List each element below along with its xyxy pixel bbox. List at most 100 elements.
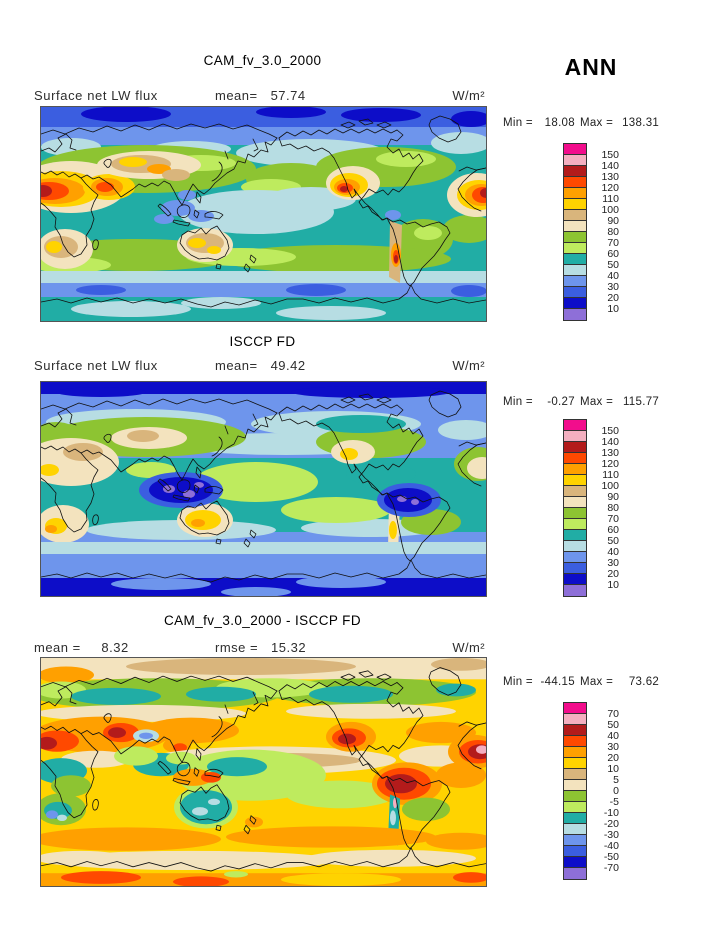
colorbar-cell (564, 835, 586, 846)
colorbar-tick-label: 140 (601, 160, 619, 172)
colorbar-cell (564, 508, 586, 519)
colorbar-cell (564, 453, 586, 464)
colorbar-cell (564, 497, 586, 508)
colorbar (563, 702, 587, 880)
rmse-value: 15.32 (271, 640, 307, 655)
season-label: ANN (564, 54, 618, 80)
colorbar-tick-label: 20 (607, 752, 619, 764)
colorbar-tick-label: 140 (601, 436, 619, 448)
colorbar-tick-label: 120 (601, 182, 619, 194)
colorbar-cell (564, 703, 586, 714)
colorbar-tick-label: 110 (602, 193, 619, 205)
colorbar-tick-label: 30 (607, 281, 619, 293)
colorbar-cell (564, 563, 586, 574)
colorbar (563, 419, 587, 597)
colorbar-cell (564, 541, 586, 552)
colorbar-tick-label: 40 (607, 546, 619, 558)
panel2-mean: mean= 49.42 (215, 358, 306, 373)
panel2-minmax: Min = -0.27 Max = 115.77 (503, 396, 713, 408)
colorbar-tick-label: 20 (607, 292, 619, 304)
colorbar-cell (564, 298, 586, 309)
mean-value: 8.32 (101, 640, 129, 655)
colorbar-cell (564, 824, 586, 835)
colorbar-cell (564, 585, 586, 596)
panel3-rmse: rmse = 15.32 (215, 640, 306, 655)
max-label: Max = (579, 396, 614, 408)
colorbar-tick-label: 90 (607, 215, 619, 227)
colorbar-tick-label: 130 (601, 171, 619, 183)
colorbar-tick-label: 70 (607, 708, 619, 720)
mean-value: 49.42 (270, 358, 306, 373)
colorbar-tick-label: 40 (607, 730, 619, 742)
colorbar-cell (564, 791, 586, 802)
panel2-variable-label: Surface net LW flux (34, 358, 158, 373)
panel1-variable-label: Surface net LW flux (34, 88, 158, 103)
colorbar-tick-label: -50 (603, 851, 619, 863)
colorbar-tick-label: 0 (613, 785, 619, 797)
colorbar-cell (564, 155, 586, 166)
min-label: Min = (503, 676, 533, 688)
colorbar-cell (564, 442, 586, 453)
colorbar-cell (564, 846, 586, 857)
panel2-colorbar: 150 140 130 120 110 100 90 80 70 60 50 40 30 20 10 (563, 419, 633, 599)
colorbar-cell (564, 221, 586, 232)
colorbar-cell (564, 530, 586, 541)
colorbar-tick-label: 40 (607, 270, 619, 282)
colorbar-tick-label: 70 (607, 237, 619, 249)
colorbar-tick-label: 50 (607, 535, 619, 547)
colorbar-cell (564, 519, 586, 530)
min-label: Min = (503, 396, 533, 408)
colorbar-tick-label: 30 (607, 557, 619, 569)
colorbar-cell (564, 813, 586, 824)
colorbar-cell (564, 857, 586, 868)
colorbar-cell (564, 747, 586, 758)
mean-value: 57.74 (270, 88, 306, 103)
colorbar-tick-label: 5 (613, 774, 619, 786)
max-value: 73.62 (628, 676, 660, 688)
min-value: -44.15 (540, 676, 575, 688)
panel1-mean: mean= 57.74 (215, 88, 306, 103)
colorbar-tick-label: -10 (603, 807, 619, 819)
max-value: 138.31 (622, 117, 660, 129)
colorbar-tick-label: 10 (607, 303, 619, 315)
map-panel-isccp (40, 381, 487, 597)
colorbar-tick-label: 50 (607, 719, 619, 731)
panel3-minmax: Min = -44.15 Max = 73.62 (503, 676, 713, 688)
colorbar-tick-label: 10 (607, 763, 619, 775)
max-label: Max = (579, 676, 614, 688)
min-label: Min = (503, 117, 533, 129)
colorbar-tick-label: 100 (601, 480, 619, 492)
panel3-units-label: W/m² (452, 640, 485, 655)
colorbar-tick-label: 120 (601, 458, 619, 470)
colorbar-cell (564, 574, 586, 585)
rmse-label: rmse = (215, 640, 259, 655)
panel3-colorbar: 70 50 40 30 20 10 5 0 -5 -10 -20 -30 -40 -50 -70 (563, 702, 633, 882)
colorbar-tick-label: -40 (603, 840, 619, 852)
colorbar-cell (564, 431, 586, 442)
colorbar-tick-label: 150 (601, 149, 619, 161)
colorbar-tick-label: 80 (607, 502, 619, 514)
mean-label: mean= (215, 358, 258, 373)
colorbar-cell (564, 177, 586, 188)
colorbar-cell (564, 868, 586, 879)
colorbar-cell (564, 736, 586, 747)
mean-label: mean = (34, 640, 81, 655)
colorbar-cell (564, 188, 586, 199)
difference-contour-map-svg (41, 658, 486, 886)
colorbar-cell (564, 265, 586, 276)
colorbar-tick-label: 60 (607, 524, 619, 536)
colorbar-cell (564, 552, 586, 563)
colorbar-tick-label: 20 (607, 568, 619, 580)
panel1-units-label: W/m² (452, 88, 485, 103)
colorbar-cell (564, 475, 586, 486)
colorbar-cell (564, 232, 586, 243)
mean-label: mean= (215, 88, 258, 103)
min-value: -0.27 (547, 396, 575, 408)
panel2-title: ISCCP FD (229, 334, 296, 349)
colorbar (563, 143, 587, 321)
colorbar-cell (564, 780, 586, 791)
colorbar-cell (564, 725, 586, 736)
colorbar-cell (564, 210, 586, 221)
panel3-mean: mean = 8.32 (34, 640, 129, 655)
